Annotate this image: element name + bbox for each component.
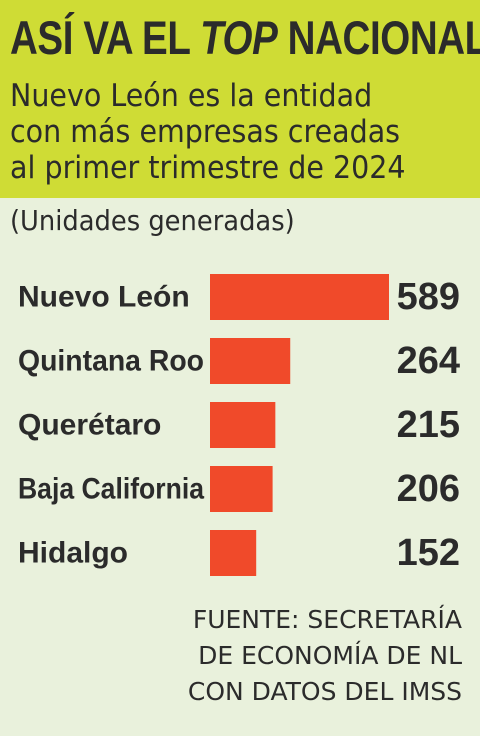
category-label-hidalgo: Hidalgo [18,537,128,570]
source-line-3: CON DATOS DEL IMSS [187,677,462,706]
subtitle: Nuevo León es la entidad con más empresa… [10,78,437,186]
source-line-1: FUENTE: SECRETARÍA [192,605,462,634]
title-part-1: ASÍ VA EL [10,11,201,64]
units-label: (Unidades generadas) [10,204,295,237]
category-label-quintana-roo: Quintana Roo [18,345,204,378]
subtitle-line-3: al primer trimestre de 2024 [10,150,406,186]
header-banner: ASÍ VA EL TOP NACIONAL Nuevo León es la … [0,0,480,198]
bar-baja-california [210,466,273,512]
bar-nuevo-leon [210,274,389,320]
category-label-nuevo-leon: Nuevo León [18,281,190,314]
title-italic-word: TOP [200,11,278,64]
value-label-queretaro: 215 [397,404,460,446]
subtitle-line-1: Nuevo León es la entidad [10,78,373,114]
bar-hidalgo [210,530,257,576]
value-label-baja-california: 206 [397,468,460,510]
value-label-quintana-roo: 264 [397,340,460,382]
title-part-2: NACIONAL [277,11,480,64]
value-label-hidalgo: 152 [397,532,460,574]
source-note: FUENTE: SECRETARÍA DE ECONOMÍA DE NL CON… [188,602,462,710]
category-label-queretaro: Querétaro [18,409,161,442]
source-line-2: DE ECONOMÍA DE NL [198,641,462,670]
category-label-baja-california: Baja California [18,473,204,506]
subtitle-line-2: con más empresas creadas [10,114,401,150]
value-label-nuevo-leon: 589 [397,276,460,318]
bar-queretaro [210,402,276,448]
bar-quintana-roo [210,338,291,384]
bar-chart: Nuevo León 589 Quintana Roo 264 Querétaro 215… [18,274,460,576]
page-title: ASÍ VA EL TOP NACIONAL [10,6,480,70]
